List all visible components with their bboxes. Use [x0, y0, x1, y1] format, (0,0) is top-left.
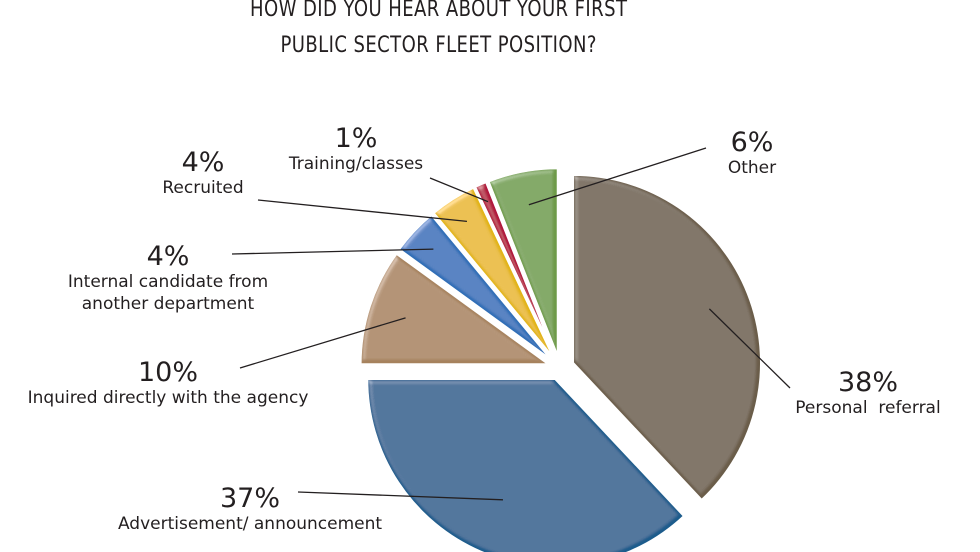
slice-label: 38% Personal referral	[795, 368, 940, 419]
slice-percent-label: 37%	[219, 483, 281, 514]
leader-line	[231, 248, 434, 255]
pie-slice-personal-referral	[572, 173, 762, 502]
chart-title-line-2: PUBLIC SECTOR FLEET POSITION?	[280, 33, 597, 58]
slice-percent-label: 10%	[137, 357, 199, 388]
slice-category-label: Training/classes	[288, 154, 424, 174]
slice-percent-label: 4%	[146, 241, 190, 272]
slice-category-label: Personal referral	[795, 398, 941, 418]
pie-slice-advertisement-announcement	[366, 378, 686, 552]
slice-category-label: Other	[727, 158, 777, 178]
slice-percent-label: 6%	[730, 127, 774, 158]
slice-category-label: Inquired directly with the agency	[27, 388, 309, 408]
slice-label: 4% Recruited	[162, 148, 243, 199]
chart-title: HOW DID YOU HEAR ABOUT YOUR FIRST PUBLIC…	[0, 0, 877, 64]
leader-lines	[231, 147, 791, 501]
pie-slice-internal-candidate-from-another-department	[397, 213, 553, 361]
slice-percent-label: 1%	[334, 123, 378, 154]
leader-line	[429, 177, 489, 203]
pie-slice-recruited	[432, 186, 555, 359]
slice-label: 4% Internal candidate from another departm…	[68, 242, 268, 315]
slice-category-label: Recruited	[162, 178, 244, 198]
slice-label: 10% Inquired directly with the agency	[28, 358, 309, 409]
leader-line	[297, 491, 503, 501]
slice-percent-label: 38%	[837, 367, 899, 398]
slice-category-label: Advertisement/ announcement	[117, 514, 383, 534]
chart-title-line-1: HOW DID YOU HEAR ABOUT YOUR FIRST	[249, 0, 628, 22]
pie-slice-training-classes	[473, 180, 557, 358]
slice-category-label: Internal candidate from	[67, 272, 269, 292]
slice-label: 37% Advertisement/ announcement	[118, 484, 382, 535]
pie-slice-other	[487, 167, 559, 357]
slice-label: 6% Other	[728, 128, 776, 179]
pie-slices	[359, 167, 762, 552]
leader-line	[708, 308, 791, 389]
pie-slice-inquired-directly-with-the-agency	[359, 252, 552, 366]
slice-percent-label: 4%	[181, 147, 225, 178]
leader-line	[257, 199, 468, 223]
leader-line	[528, 147, 707, 206]
slice-category-label: another department	[81, 294, 255, 314]
leader-line	[239, 317, 406, 369]
slice-label: 1% Training/classes	[289, 124, 423, 175]
